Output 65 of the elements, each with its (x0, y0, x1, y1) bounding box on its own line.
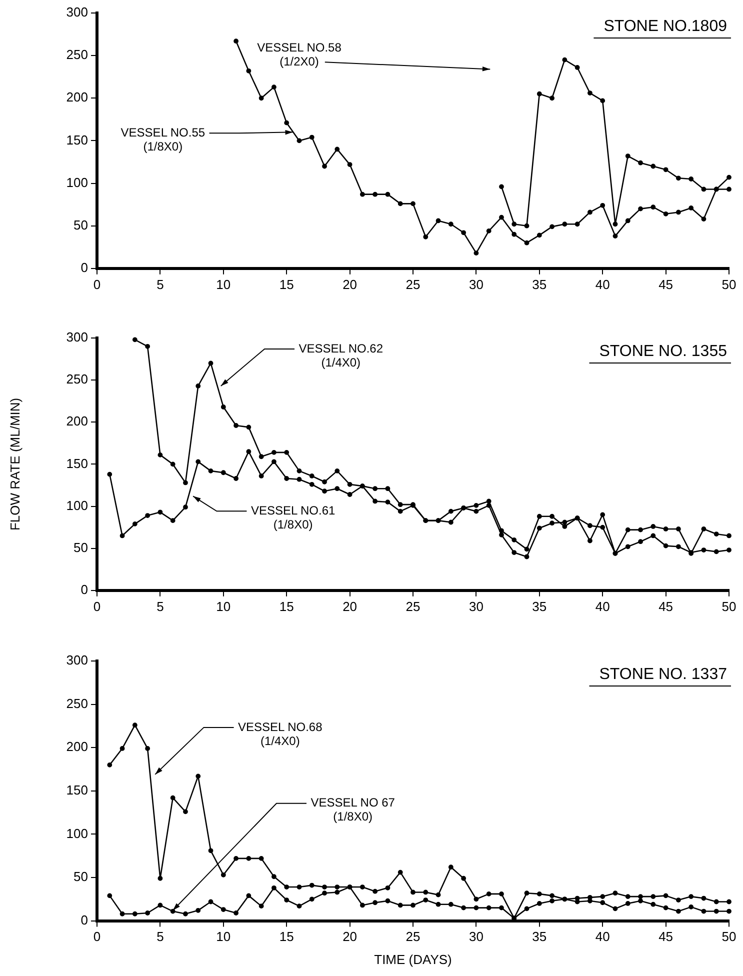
y-tick-label: 100 (66, 498, 88, 513)
y-tick-label: 200 (66, 90, 88, 105)
x-tick-label: 25 (406, 276, 420, 292)
chart-title: STONE NO. 1337 (599, 666, 728, 683)
y-tick-label: 250 (66, 47, 88, 62)
y-tick-label: 200 (66, 414, 88, 429)
y-tick-label: 250 (66, 696, 88, 711)
x-tick-label: 15 (279, 276, 294, 292)
y-tick-label: 0 (80, 582, 88, 597)
x-tick-label: 40 (595, 598, 610, 614)
x-tick-label: 20 (342, 598, 358, 614)
x-axis-title: TIME (DAYS) (374, 952, 452, 967)
x-tick-label: 45 (658, 276, 674, 292)
x-tick-label: 30 (468, 929, 484, 944)
x-tick-label: 10 (216, 598, 231, 614)
y-tick-label: 300 (66, 4, 88, 20)
x-tick-label: 35 (532, 929, 547, 944)
x-tick-label: 20 (342, 929, 358, 944)
x-tick-label: 5 (156, 929, 164, 944)
y-tick-label: 300 (66, 652, 88, 668)
x-tick-label: 0 (93, 276, 101, 292)
x-tick-label: 15 (279, 929, 294, 944)
x-tick-label: 35 (532, 598, 547, 614)
y-axis-title: FLOW RATE (ML/MIN) (7, 398, 22, 531)
y-tick-label: 0 (80, 260, 88, 275)
annotation: VESSEL NO.55 (1/8X0) (120, 126, 206, 154)
x-tick-label: 20 (342, 276, 358, 292)
y-tick-label: 150 (66, 456, 88, 471)
chart-title: STONE NO. 1355 (599, 343, 728, 360)
x-tick-label: 45 (658, 598, 674, 614)
y-tick-label: 0 (80, 912, 88, 928)
y-tick-label: 150 (66, 782, 88, 798)
y-tick-label: 200 (66, 739, 88, 754)
x-tick-label: 30 (468, 598, 484, 614)
y-tick-label: 250 (66, 372, 88, 387)
x-tick-label: 10 (216, 929, 231, 944)
x-tick-label: 0 (93, 598, 101, 614)
x-tick-label: 35 (532, 276, 547, 292)
y-tick-label: 50 (74, 217, 88, 232)
annotation: VESSEL NO.62 (1/4X0) (298, 341, 384, 370)
y-tick-label: 300 (66, 330, 88, 345)
annotation: VESSEL NO.61 (1/8X0) (250, 503, 336, 532)
x-tick-label: 15 (279, 598, 294, 614)
annotation: VESSEL NO 67 (1/8X0) (310, 796, 396, 824)
x-tick-label: 5 (156, 276, 164, 292)
x-tick-label: 50 (722, 598, 736, 614)
x-tick-label: 40 (595, 276, 610, 292)
x-tick-label: 40 (595, 929, 610, 944)
x-tick-label: 25 (406, 598, 420, 614)
x-tick-label: 0 (93, 929, 101, 944)
annotation: VESSEL NO.58 (1/2X0) (257, 40, 342, 68)
y-tick-label: 50 (74, 540, 88, 555)
x-tick-label: 50 (722, 276, 736, 292)
x-tick-label: 10 (216, 276, 231, 292)
x-tick-label: 45 (658, 929, 674, 944)
x-tick-label: 30 (468, 276, 484, 292)
y-tick-label: 100 (66, 826, 88, 841)
y-tick-label: 50 (74, 869, 88, 884)
annotation: VESSEL NO.68 (1/4X0) (238, 720, 323, 748)
x-tick-label: 5 (156, 598, 164, 614)
chart-title: STONE NO.1809 (604, 18, 728, 35)
y-tick-label: 150 (66, 132, 88, 148)
x-tick-label: 50 (722, 929, 736, 944)
y-tick-label: 100 (66, 174, 88, 190)
x-tick-label: 25 (406, 929, 420, 944)
